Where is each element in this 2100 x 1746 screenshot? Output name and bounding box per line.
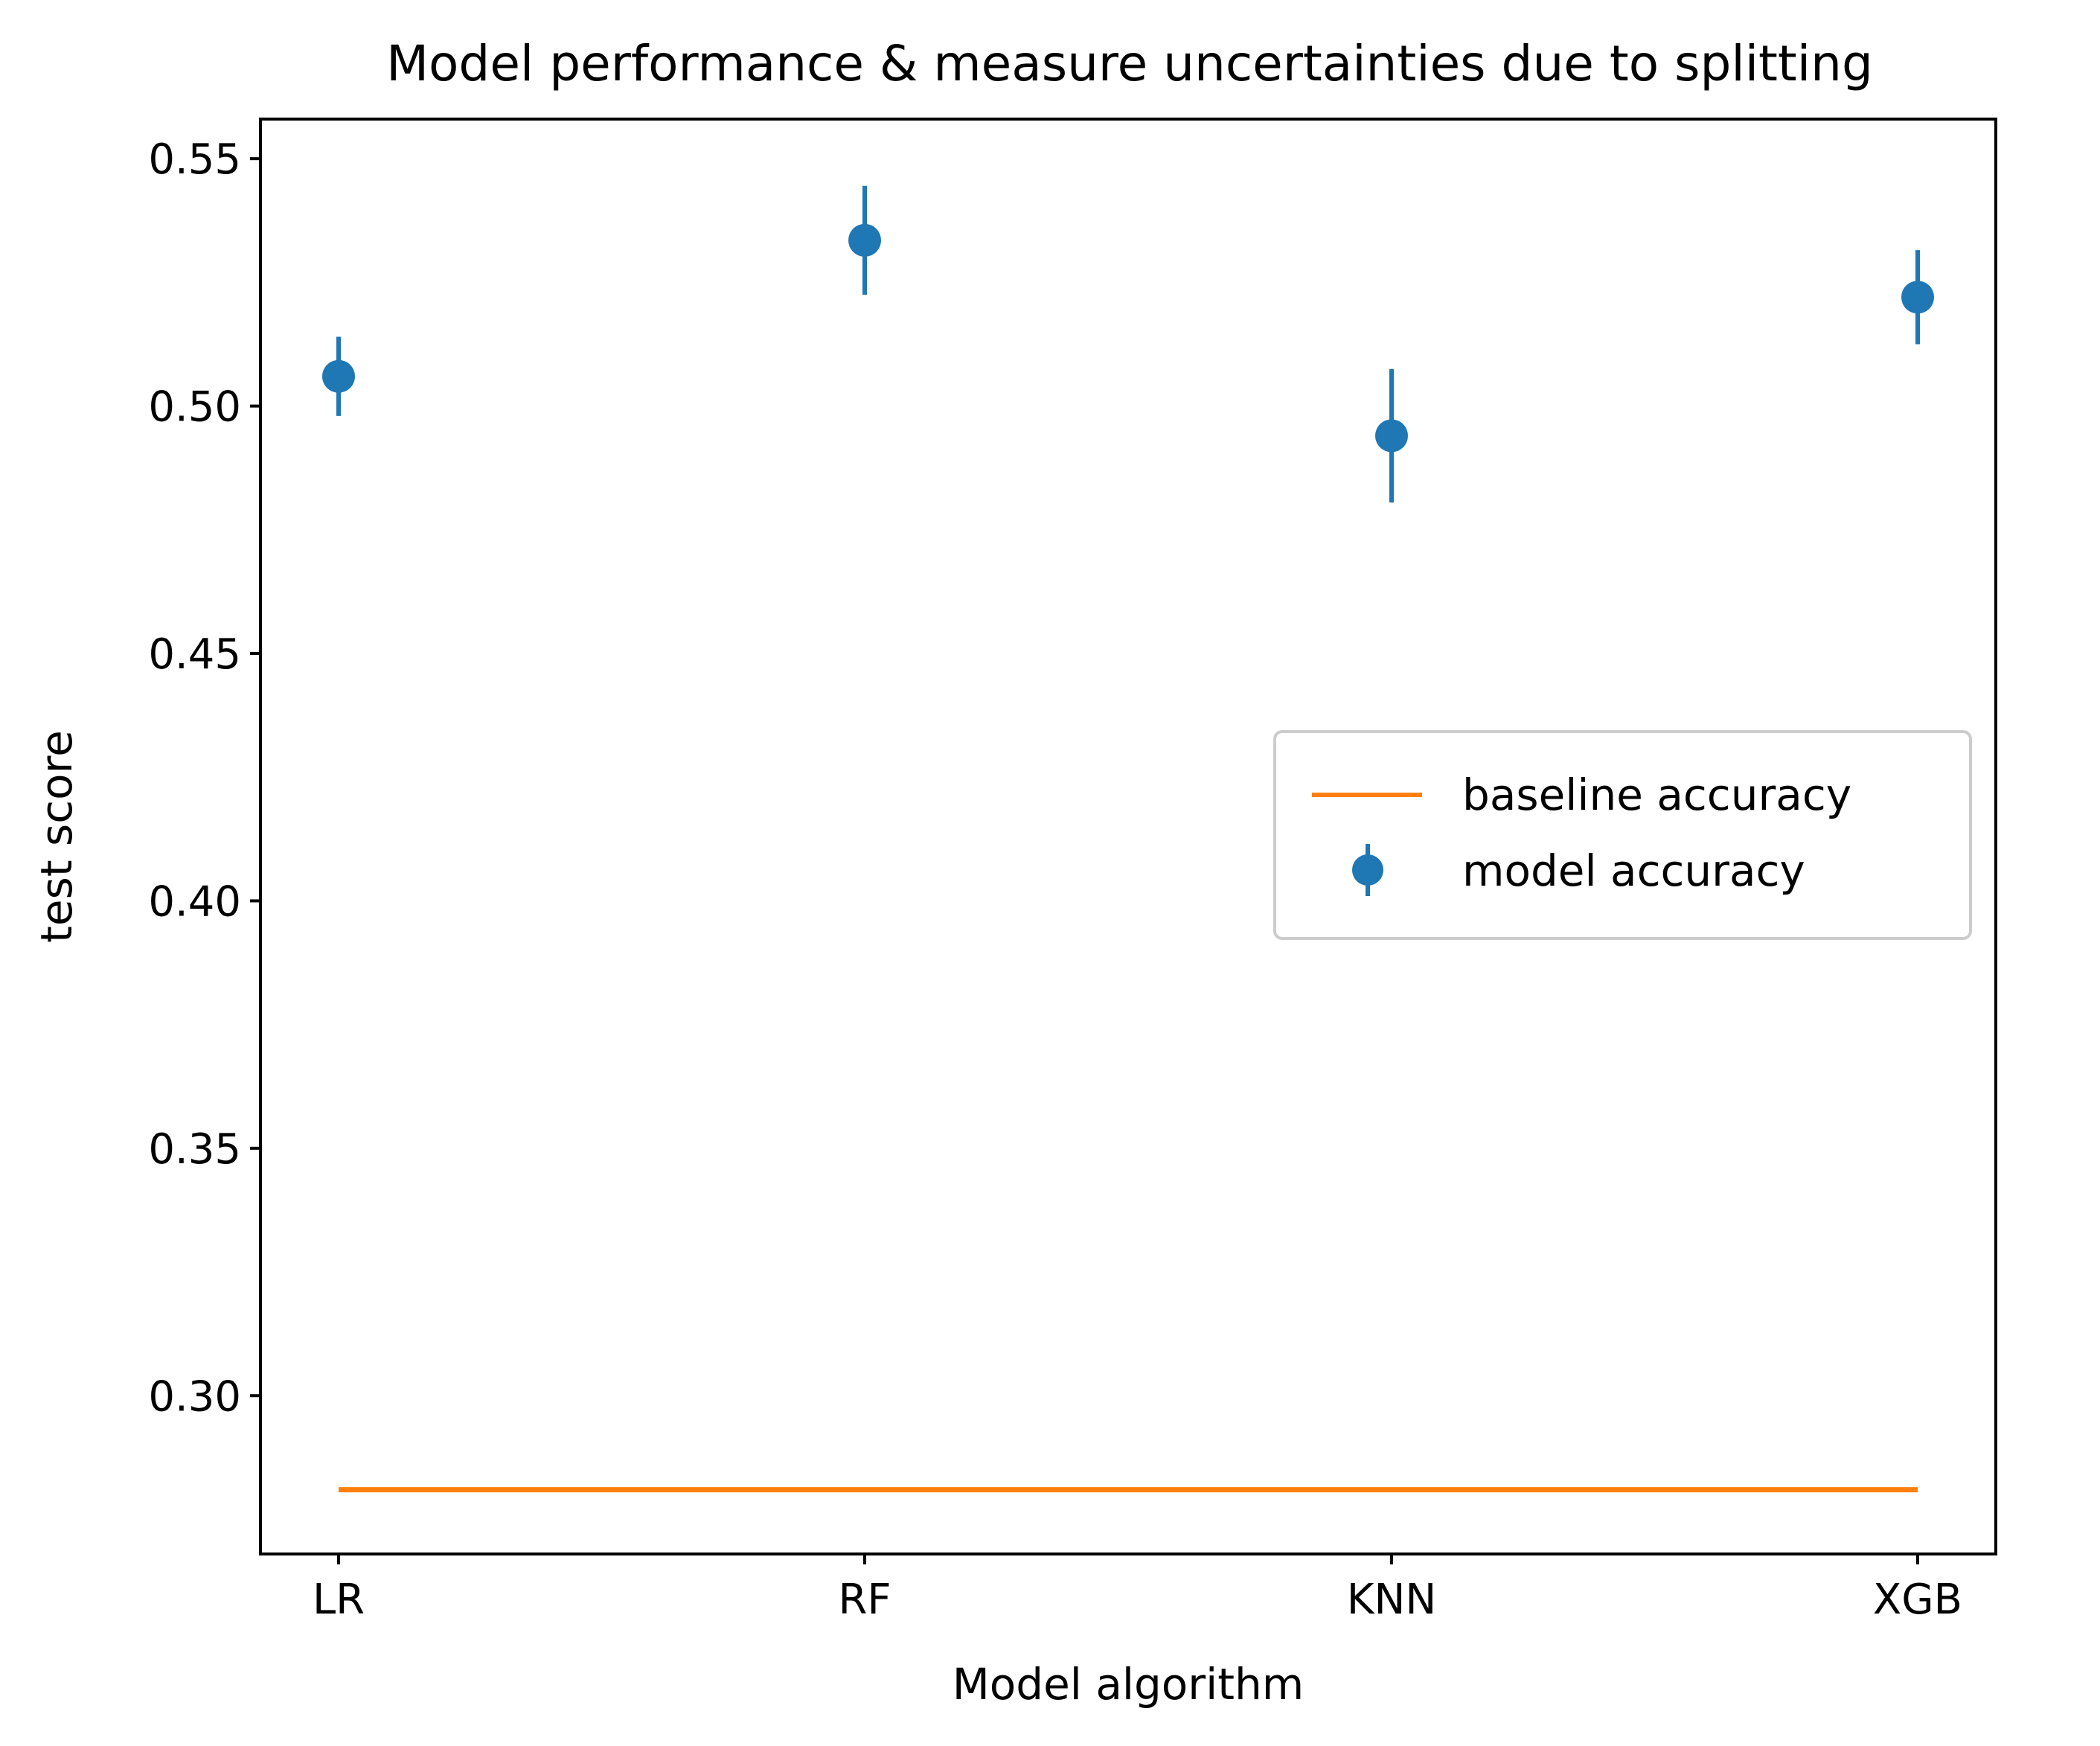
chart-title: Model performance & measure uncertaintie… — [386, 35, 1873, 92]
model-accuracy-point — [322, 359, 355, 393]
x-axis-ticks: LR RF KNN XGB — [313, 1554, 1962, 1624]
y-tick-label: 0.45 — [148, 630, 241, 679]
legend: baseline accuracy model accuracy — [1273, 730, 1972, 940]
y-tick-label: 0.50 — [148, 383, 241, 432]
legend-label-baseline: baseline accuracy — [1462, 770, 1851, 820]
model-accuracy-point — [848, 223, 881, 257]
legend-model-marker-swatch — [1352, 854, 1383, 886]
y-tick-label: 0.40 — [148, 877, 241, 926]
legend-label-model: model accuracy — [1462, 845, 1805, 896]
x-tick-label: KNN — [1347, 1576, 1437, 1624]
plot-area — [322, 185, 1934, 1493]
y-tick-label: 0.55 — [148, 135, 241, 184]
plot-frame — [259, 118, 1997, 1555]
model-accuracy-point — [1901, 281, 1934, 314]
x-tick-label: RF — [838, 1576, 891, 1624]
y-axis-ticks: 0.30 0.35 0.40 0.45 0.50 0.55 — [148, 135, 260, 1421]
x-tick-label: LR — [313, 1576, 365, 1624]
model-accuracy-point — [1375, 419, 1408, 453]
y-tick-label: 0.35 — [148, 1125, 241, 1174]
x-axis-label: Model algorithm — [953, 1659, 1305, 1710]
x-tick-label: XGB — [1873, 1576, 1962, 1624]
legend-box — [1273, 730, 1972, 940]
y-axis-label: test score — [31, 730, 82, 943]
y-tick-label: 0.30 — [148, 1372, 241, 1421]
